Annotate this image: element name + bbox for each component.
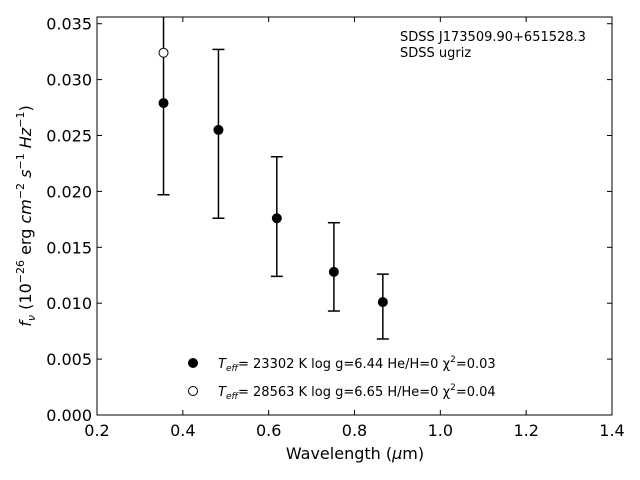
annotation-survey: SDSS ugriz	[400, 46, 471, 61]
x-tick-label: 0.6	[256, 421, 281, 440]
legend-marker-open	[188, 386, 198, 396]
data-point-filled	[271, 213, 282, 224]
y-tick-label: 0.015	[46, 238, 92, 257]
data-point-filled	[328, 266, 339, 277]
legend-entry-1: Teff= 23302 K log g=6.44 He/H=0 χ2=0.03	[218, 355, 496, 374]
x-tick-label: 0.8	[342, 421, 367, 440]
data-marks	[157, 17, 389, 340]
y-tick-label: 0.010	[46, 294, 92, 313]
y-tick-label: 0.000	[46, 406, 92, 425]
x-tick-label: 0.4	[170, 421, 195, 440]
y-tick-label: 0.005	[46, 350, 92, 369]
legend-entry-2: Teff= 28563 K log g=6.65 H/He=0 χ2=0.04	[218, 383, 496, 402]
annotation-object-name: SDSS J173509.90+651528.3	[400, 30, 586, 45]
y-tick-label: 0.035	[46, 15, 92, 34]
data-point-filled	[213, 124, 224, 135]
x-axis-label: Wavelength (μm)	[286, 444, 424, 463]
x-tick-label: 1.2	[513, 421, 538, 440]
data-point-filled	[158, 98, 169, 109]
legend-marker-filled	[188, 358, 198, 368]
y-axis-label: fν (10−26 erg cm−2 s−1 Hz−1)	[14, 105, 38, 326]
data-point-filled	[377, 297, 388, 308]
plot-area-frame	[96, 16, 613, 416]
y-tick-label: 0.020	[46, 182, 92, 201]
x-tick-label: 1.4	[599, 421, 624, 440]
data-point-open	[158, 47, 169, 58]
y-tick-label: 0.030	[46, 71, 92, 90]
axis-ticks: 0.2 0.4 0.6 0.8 1.0 1.2 1.4 0.000 0.005 0.010 0.01…	[46, 15, 625, 440]
y-tick-label: 0.025	[46, 127, 92, 146]
legend: Teff= 23302 K log g=6.44 He/H=0 χ2=0.03 …	[188, 355, 496, 402]
x-tick-label: 1.0	[428, 421, 453, 440]
x-tick-label: 0.2	[84, 421, 109, 440]
